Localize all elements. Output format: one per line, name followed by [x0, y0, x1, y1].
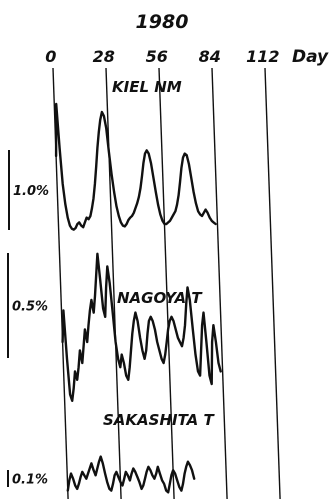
- station-label: KIEL NM: [112, 78, 182, 96]
- panels: KIEL NM 1.0% NAGOYA T 0.5% SAKASHITA T 0.1%: [7, 78, 222, 494]
- gridline-day-28: [105, 67, 122, 499]
- panel-1: KIEL NM 1.0%: [8, 78, 217, 231]
- x-tick-label-84: 84: [199, 47, 221, 66]
- scale-label: 0.5%: [12, 300, 48, 315]
- series-line: [54, 102, 217, 231]
- day-gridlines: [52, 67, 281, 499]
- x-tick-labels: 0 28 56 84 112: [45, 47, 279, 66]
- station-label: NAGOYA T: [117, 289, 203, 307]
- gridline-day-112: [264, 67, 281, 499]
- scale-label: 1.0%: [13, 184, 49, 199]
- gridline-day-56: [158, 67, 175, 499]
- year-label: 1980: [136, 11, 189, 33]
- gridline-day-84: [211, 67, 228, 499]
- scale-label: 0.1%: [12, 473, 48, 488]
- panel-2: NAGOYA T 0.5%: [7, 252, 222, 402]
- series-line: [66, 455, 196, 494]
- panel-3: SAKASHITA T 0.1%: [7, 411, 215, 494]
- x-tick-label-112: 112: [246, 47, 279, 66]
- x-tick-label-56: 56: [146, 47, 168, 66]
- x-tick-label-28: 28: [93, 47, 115, 66]
- x-unit-label: Day: [292, 47, 329, 67]
- station-label: SAKASHITA T: [103, 411, 215, 429]
- x-tick-label-0: 0: [45, 47, 56, 66]
- series-line: [61, 252, 222, 402]
